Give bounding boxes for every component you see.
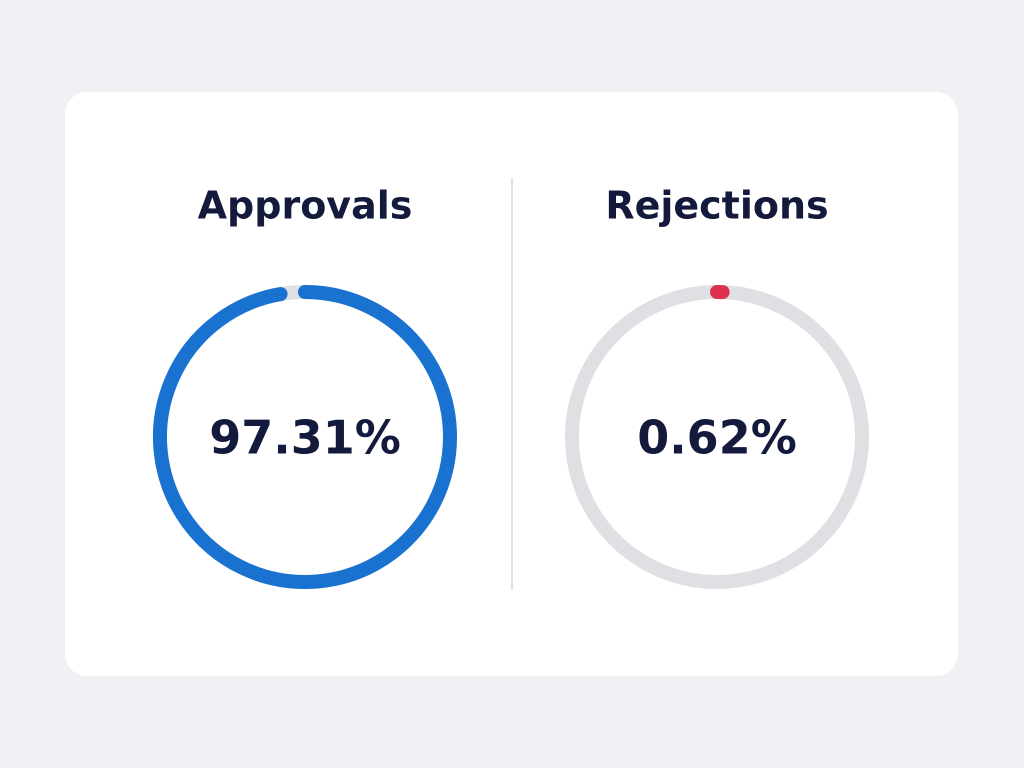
gauge-value: 97.31% [209,411,401,465]
gauge-title: Rejections [605,184,828,228]
gauge-arc [153,285,457,589]
gauge-value: 0.62% [637,411,797,465]
gauge-title: Approvals [198,184,413,228]
